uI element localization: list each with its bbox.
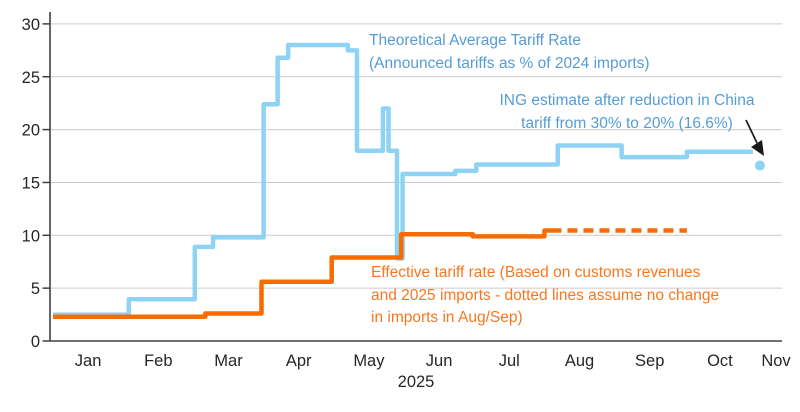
x-tick-label: Aug bbox=[565, 352, 594, 370]
x-tick-label: Oct bbox=[707, 352, 733, 370]
x-axis-year-label: 2025 bbox=[398, 373, 435, 391]
x-tick-label: Jan bbox=[75, 352, 102, 370]
annotation-theoretical-label: Theoretical Average Tariff Rate (Announc… bbox=[369, 32, 650, 72]
annotation-arrow bbox=[745, 119, 764, 156]
x-tick-label: Apr bbox=[286, 352, 312, 370]
x-tick-label: Sep bbox=[635, 352, 664, 370]
y-tick-label: 15 bbox=[22, 174, 40, 192]
x-tick-label: Nov bbox=[761, 352, 791, 370]
annotation-ing-estimate-label: ING estimate after reduction in China ta… bbox=[499, 92, 755, 132]
y-tick-label: 10 bbox=[22, 227, 40, 245]
annotation-effective-label: Effective tariff rate (Based on customs … bbox=[371, 264, 720, 326]
y-tick-label: 25 bbox=[22, 69, 40, 87]
series-solid-blue_line bbox=[53, 42, 753, 317]
y-tick-label: 30 bbox=[22, 16, 40, 34]
series-solid-orange_line bbox=[53, 228, 552, 319]
x-tick-label: Jun bbox=[426, 352, 453, 370]
x-tick-label: Feb bbox=[144, 352, 172, 370]
arrow-head-icon bbox=[751, 140, 764, 156]
x-tick-label: Mar bbox=[214, 352, 243, 370]
x-tick-label: Jul bbox=[499, 352, 520, 370]
y-tick-label: 5 bbox=[31, 280, 40, 298]
ing-estimate-dot bbox=[754, 160, 765, 171]
y-tick-label: 0 bbox=[31, 333, 40, 351]
arrow-shaft bbox=[745, 119, 758, 144]
x-tick-label: May bbox=[353, 352, 385, 370]
y-tick-label: 20 bbox=[22, 122, 40, 140]
